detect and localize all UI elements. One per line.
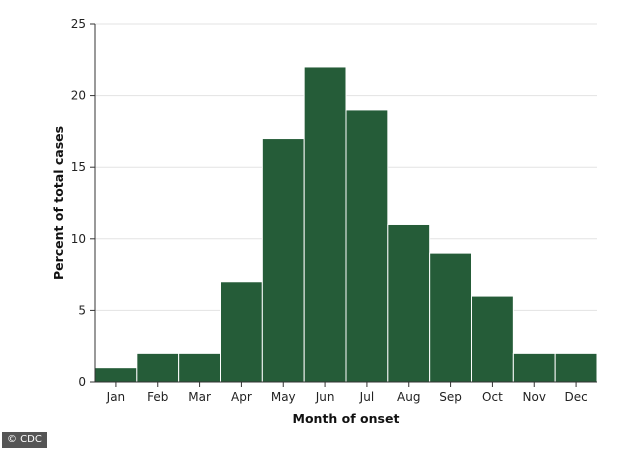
bar-apr [220,281,263,383]
bar-dec [554,352,598,383]
x-tick-label: Sep [439,390,462,404]
x-axis-title: Month of onset [293,411,400,426]
x-tick-label: Jul [359,390,374,404]
bar-feb [136,352,180,383]
bar-jun [303,66,347,383]
bar-nov [512,352,556,383]
y-axis-title: Percent of total cases [51,126,66,280]
x-tick-label: Dec [564,390,587,404]
bar-aug [387,223,431,383]
x-tick-label: Feb [147,390,168,404]
y-tick-labels: 0 5 10 15 20 25 [71,17,95,389]
y-tick-label: 10 [71,232,86,246]
x-tick-label: Aug [397,390,420,404]
bar-sep [429,252,472,383]
x-tick-label: May [271,390,296,404]
bar-may [261,138,305,383]
bar-jul [345,109,389,383]
x-tick-label: Jan [106,390,126,404]
y-tick-label: 25 [71,17,86,31]
x-tick-label: Oct [482,390,503,404]
y-tick-label: 0 [78,375,86,389]
y-tick-label: 20 [71,89,86,103]
image-credit: © CDC [2,432,47,448]
y-tick-label: 15 [71,160,86,174]
bar-oct [471,295,514,383]
x-tick-label: Jun [315,390,335,404]
bars [94,66,598,383]
y-tick-label: 5 [78,303,86,317]
x-tick-labels: Jan Feb Mar Apr May Jun Jul Aug Sep Oct Nov Dec [106,382,588,404]
bar-mar [178,352,222,383]
bar-jan [94,367,138,383]
x-tick-label: Nov [523,390,546,404]
x-tick-label: Apr [231,390,252,404]
x-tick-label: Mar [188,390,211,404]
